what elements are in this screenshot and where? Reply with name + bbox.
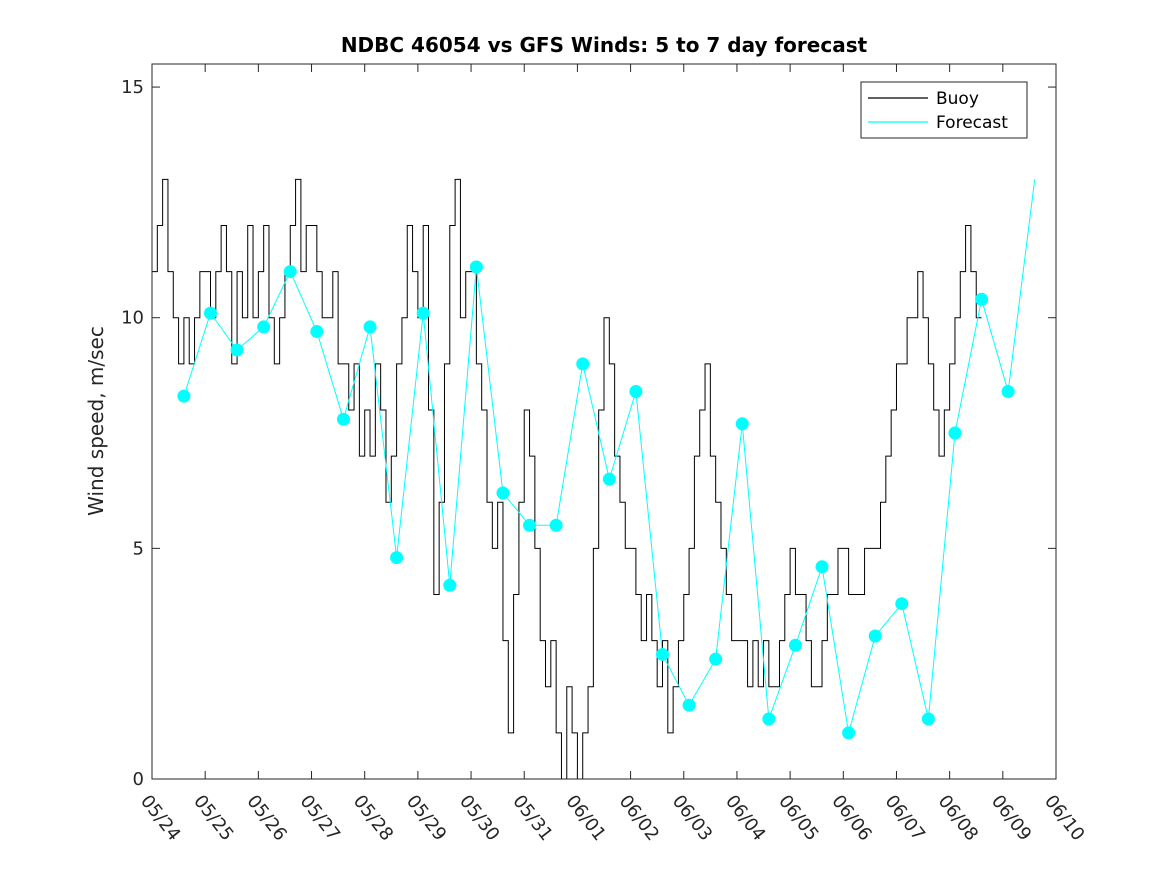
y-axis-label: Wind speed, m/sec (84, 326, 108, 516)
forecast-series (177, 179, 1036, 740)
forecast-marker (283, 265, 297, 279)
forecast-marker (762, 712, 776, 726)
forecast-marker (576, 357, 590, 371)
legend-buoy-label: Buoy (936, 89, 979, 109)
forecast-marker (948, 426, 962, 440)
y-axis: 0 5 10 15 (121, 77, 1056, 790)
y-tick-label: 5 (133, 538, 144, 559)
forecast-marker (921, 712, 935, 726)
forecast-marker (390, 551, 404, 565)
forecast-marker (1001, 385, 1015, 399)
forecast-marker (709, 652, 723, 666)
y-tick-label: 15 (121, 77, 144, 98)
forecast-marker (257, 320, 271, 334)
forecast-marker (469, 260, 483, 274)
forecast-marker (443, 578, 457, 592)
plot-frame (151, 63, 1057, 780)
forecast-marker (416, 306, 430, 320)
forecast-marker (895, 597, 909, 611)
legend-forecast-label: Forecast (936, 113, 1008, 133)
forecast-marker (496, 486, 510, 500)
forecast-marker (682, 698, 696, 712)
buoy-series (152, 178, 982, 780)
legend: Buoy Forecast (860, 81, 1028, 139)
plot-background (152, 64, 1056, 779)
forecast-marker (815, 560, 829, 574)
forecast-marker (310, 325, 324, 339)
legend-box (860, 81, 1028, 139)
forecast-marker (230, 343, 244, 357)
forecast-marker (602, 472, 616, 486)
forecast-marker (655, 647, 669, 661)
forecast-marker (363, 320, 377, 334)
forecast-marker (203, 306, 217, 320)
chart-title: NDBC 46054 vs GFS Winds: 5 to 7 day fore… (341, 33, 868, 57)
forecast-marker (336, 412, 350, 426)
forecast-marker (842, 726, 856, 740)
forecast-marker (788, 638, 802, 652)
forecast-marker (975, 292, 989, 306)
plot-area (151, 63, 1057, 780)
forecast-marker (629, 385, 643, 399)
forecast-marker (868, 629, 882, 643)
buoy-line (152, 178, 982, 780)
forecast-marker (549, 518, 563, 532)
forecast-marker (735, 417, 749, 431)
y-tick-label: 10 (121, 308, 144, 329)
forecast-marker (177, 389, 191, 403)
y-tick-label: 0 (133, 769, 144, 790)
forecast-marker (523, 518, 537, 532)
